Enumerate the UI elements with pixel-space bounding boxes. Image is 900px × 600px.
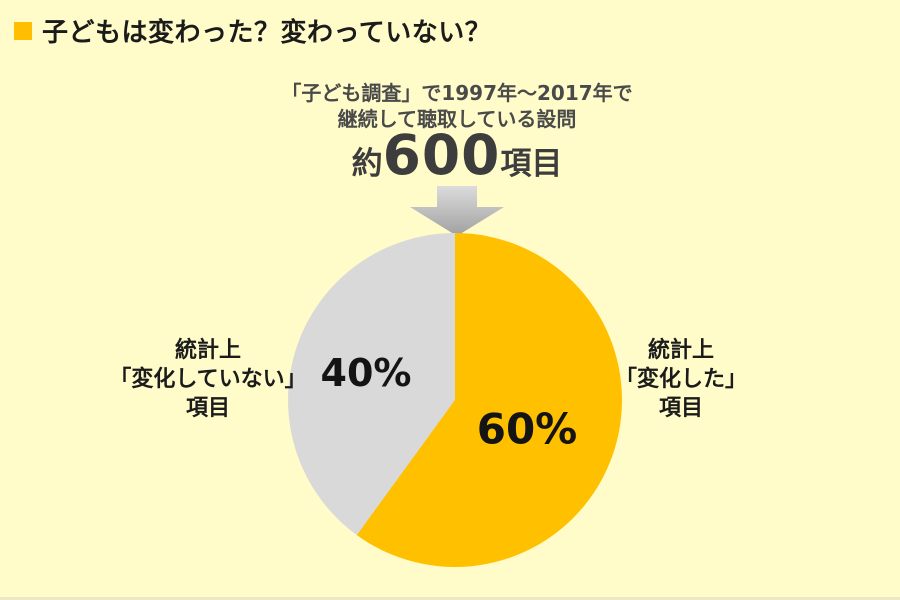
pie-label-changed-pct: 60% [476, 404, 578, 454]
legend-unchanged-line-2: 「変化していない」 [109, 367, 307, 392]
pie-chart: 40% 60% [288, 233, 622, 567]
annotation-line-2: 継続して聴取している設問 [337, 107, 577, 131]
bottom-edge-divider [0, 597, 900, 600]
legend-unchanged-line-1: 統計上 [174, 338, 241, 363]
title-bullet-icon [14, 21, 32, 40]
legend-changed-line-3: 項目 [658, 396, 703, 421]
item-count-value: 600 [382, 123, 501, 187]
pie-legend-unchanged: 統計上 「変化していない」 項目 [78, 336, 338, 423]
legend-changed-line-2: 「変化した」 [614, 367, 747, 392]
page-title-row: 子どもは変わった？変わっていない？ [14, 12, 491, 49]
chart-annotation: 「子ども調査」で1997年〜2017年で 継続して聴取している設問 [281, 80, 632, 132]
pie-label-unchanged-pct: 40% [320, 351, 412, 395]
pie-legend-changed: 統計上 「変化した」 項目 [551, 336, 811, 423]
item-count: 約600項目 [352, 126, 563, 186]
page-title: 子どもは変わった？変わっていない？ [42, 18, 492, 48]
item-count-prefix: 約 [351, 146, 383, 182]
annotation-line-1: 「子ども調査」で1997年〜2017年で [281, 81, 633, 105]
legend-changed-line-1: 統計上 [647, 338, 714, 363]
block-arrow-down-icon [410, 186, 504, 236]
legend-unchanged-line-3: 項目 [185, 396, 230, 421]
item-count-suffix: 項目 [500, 146, 563, 182]
